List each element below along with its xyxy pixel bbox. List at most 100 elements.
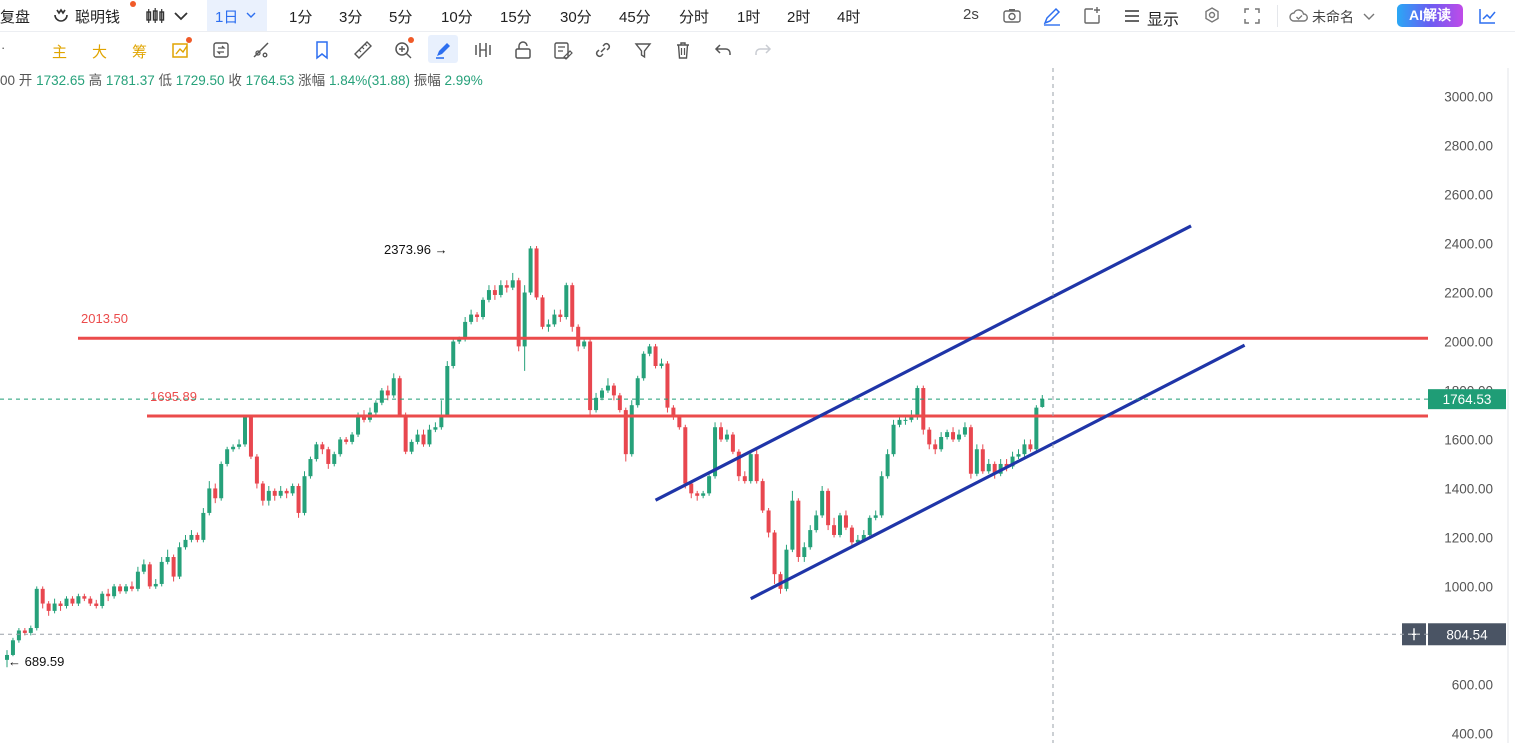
candle-body: [962, 427, 967, 435]
period-tab-45m[interactable]: 45分: [619, 9, 651, 26]
refresh-interval[interactable]: 2s: [963, 6, 979, 23]
candle-body: [248, 417, 253, 457]
candle-body: [701, 493, 706, 496]
period-tab-15m[interactable]: 15分: [500, 9, 532, 26]
main-indicator-button[interactable]: 主: [52, 44, 68, 61]
candle-body: [498, 285, 503, 295]
bookmark-icon[interactable]: [311, 39, 333, 61]
add-window-icon[interactable]: [1081, 5, 1103, 27]
layout-name[interactable]: 未命名: [1312, 9, 1354, 25]
period-tab-3m[interactable]: 3分: [339, 9, 363, 26]
candle-body: [790, 500, 795, 550]
layout-chevron-icon[interactable]: [1358, 5, 1380, 27]
candle-body: [808, 530, 813, 548]
period-tab-1h[interactable]: 1时: [737, 9, 761, 26]
magnet-icon[interactable]: [472, 39, 494, 61]
candle-body: [94, 603, 99, 606]
candle-body: [558, 314, 563, 318]
indicator-edit-icon[interactable]: [170, 39, 192, 61]
candle-body: [802, 547, 807, 558]
replay-button[interactable]: 复盘: [0, 9, 31, 26]
fullscreen-icon[interactable]: [1241, 5, 1263, 27]
display-button[interactable]: 显示: [1147, 12, 1180, 29]
chevron-down-icon[interactable]: [170, 5, 192, 27]
candle-body: [1028, 444, 1033, 450]
zoom-icon[interactable]: [392, 39, 414, 61]
candle-type-icon[interactable]: [145, 5, 167, 27]
sync-icon[interactable]: [210, 39, 232, 61]
candle-body: [707, 476, 712, 494]
period-tab-active[interactable]: 1日: [207, 0, 267, 31]
candle-body: [320, 444, 325, 450]
candle-body: [927, 429, 932, 445]
candle-body: [278, 490, 283, 496]
close-label: 收: [228, 73, 242, 88]
undo-icon[interactable]: [712, 39, 734, 61]
crosshair-price-label: 804.54: [1446, 627, 1488, 642]
candle-body: [492, 290, 497, 295]
top-toolbar: 复盘 聪明钱 1日 1分 3分 5分 10分 15分 30分 45分 分时 1时…: [0, 0, 1515, 32]
link-icon[interactable]: [592, 39, 614, 61]
pen-icon[interactable]: [1041, 5, 1063, 27]
candle-body: [5, 654, 9, 660]
candle-body: [373, 402, 378, 413]
smart-money-button[interactable]: 聪明钱: [75, 9, 121, 26]
candle-body: [486, 290, 491, 300]
candle-body: [272, 490, 277, 496]
period-tab-30m[interactable]: 30分: [560, 9, 592, 26]
candle-body: [504, 285, 509, 288]
candle-body: [736, 451, 741, 477]
unlock-icon[interactable]: [512, 39, 534, 61]
filter-icon[interactable]: [632, 39, 654, 61]
period-tab-5m[interactable]: 5分: [389, 9, 413, 26]
candle-body: [843, 515, 848, 528]
line-tool-icon[interactable]: [250, 39, 272, 61]
current-price-tag-label: 1764.53: [1443, 392, 1492, 407]
candle-body: [403, 414, 408, 452]
redo-icon[interactable]: [752, 39, 774, 61]
notification-dot: [130, 1, 136, 7]
candle-body: [594, 397, 599, 411]
ai-analysis-button[interactable]: AI解读: [1397, 4, 1463, 27]
chip-distribution-button[interactable]: 筹: [132, 44, 148, 61]
candle-body: [647, 346, 652, 354]
price-tick-label: 1200.00: [1444, 530, 1493, 545]
period-tab-4h[interactable]: 4时: [837, 9, 861, 26]
camera-icon[interactable]: [1001, 5, 1023, 27]
big-order-button[interactable]: 大: [92, 44, 108, 61]
ruler-icon[interactable]: [352, 39, 374, 61]
candle-body: [463, 321, 468, 340]
candle-body: [629, 405, 634, 455]
candle-body: [391, 378, 396, 396]
candle-body: [201, 512, 206, 540]
candle-body: [385, 390, 390, 396]
price-tick-label: 1000.00: [1444, 579, 1493, 594]
period-tab-10m[interactable]: 10分: [441, 9, 473, 26]
high-label: 高: [88, 73, 103, 88]
candle-body: [766, 510, 771, 533]
candle-body: [219, 463, 224, 499]
candle-body: [564, 285, 569, 318]
candle-body: [159, 561, 164, 584]
candle-body: [778, 574, 783, 589]
period-tab-1m[interactable]: 1分: [289, 9, 313, 26]
candle-body: [570, 285, 575, 327]
settings-icon[interactable]: [1201, 5, 1223, 27]
toolbar-divider: [1277, 5, 1278, 27]
candle-body: [82, 596, 87, 599]
edit-list-icon[interactable]: [552, 39, 574, 61]
close-value: 1764.53: [245, 73, 295, 88]
trash-icon[interactable]: [672, 39, 694, 61]
period-tab-2h[interactable]: 2时: [787, 9, 811, 26]
period-tab-timeshare[interactable]: 分时: [679, 9, 710, 26]
candle-body: [356, 414, 361, 435]
draw-mode-active[interactable]: [428, 35, 458, 63]
candle-body: [891, 424, 896, 455]
candle-body: [730, 434, 735, 452]
candle-body: [308, 459, 313, 477]
crosshair-price-tag: [1428, 623, 1506, 646]
candle-body: [754, 454, 759, 482]
trend-chart-icon[interactable]: [1476, 5, 1498, 27]
candle-body: [867, 517, 872, 535]
